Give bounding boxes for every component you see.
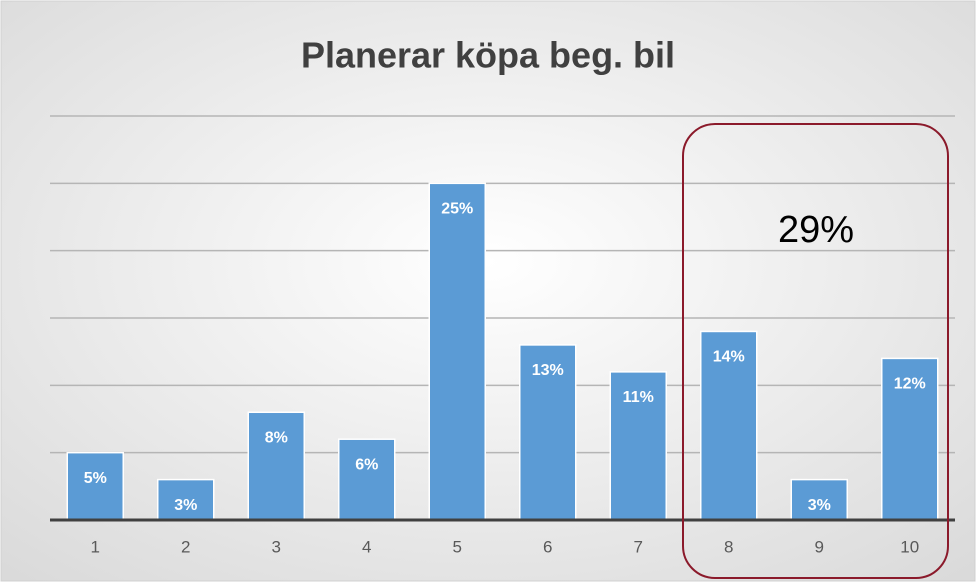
- x-tick-label: 4: [362, 537, 371, 556]
- bar: [157, 478, 215, 521]
- value-label: 6%: [355, 456, 378, 473]
- value-label: 14%: [713, 349, 745, 366]
- x-tick-label: 8: [724, 537, 733, 556]
- x-tick-label: 6: [543, 537, 552, 556]
- bar: [881, 357, 939, 521]
- bar: [700, 330, 758, 521]
- bar: [66, 451, 124, 521]
- value-label: 12%: [894, 376, 926, 393]
- x-tick-label: 5: [453, 537, 462, 556]
- x-tick-label: 1: [91, 537, 100, 556]
- value-label: 5%: [84, 470, 107, 487]
- chart-title: Planerar köpa beg. bil: [301, 35, 675, 76]
- bar: [247, 411, 305, 521]
- annotation: 29%: [778, 209, 854, 251]
- x-tick-label: 7: [634, 537, 643, 556]
- value-label: 3%: [174, 497, 197, 514]
- bar: [519, 344, 577, 521]
- x-tick-label: 10: [900, 537, 919, 556]
- x-tick-label: 2: [181, 537, 190, 556]
- x-tick-label: 9: [815, 537, 824, 556]
- bar: [609, 371, 667, 521]
- value-label: 25%: [441, 201, 473, 218]
- value-label: 8%: [265, 429, 288, 446]
- x-tick-label: 3: [272, 537, 281, 556]
- value-label: 11%: [623, 389, 654, 406]
- value-label: 13%: [532, 362, 564, 379]
- value-label: 3%: [808, 497, 831, 514]
- highlight-box: [682, 123, 949, 579]
- bar: [428, 182, 486, 521]
- bar: [790, 478, 848, 521]
- bar: [338, 438, 396, 521]
